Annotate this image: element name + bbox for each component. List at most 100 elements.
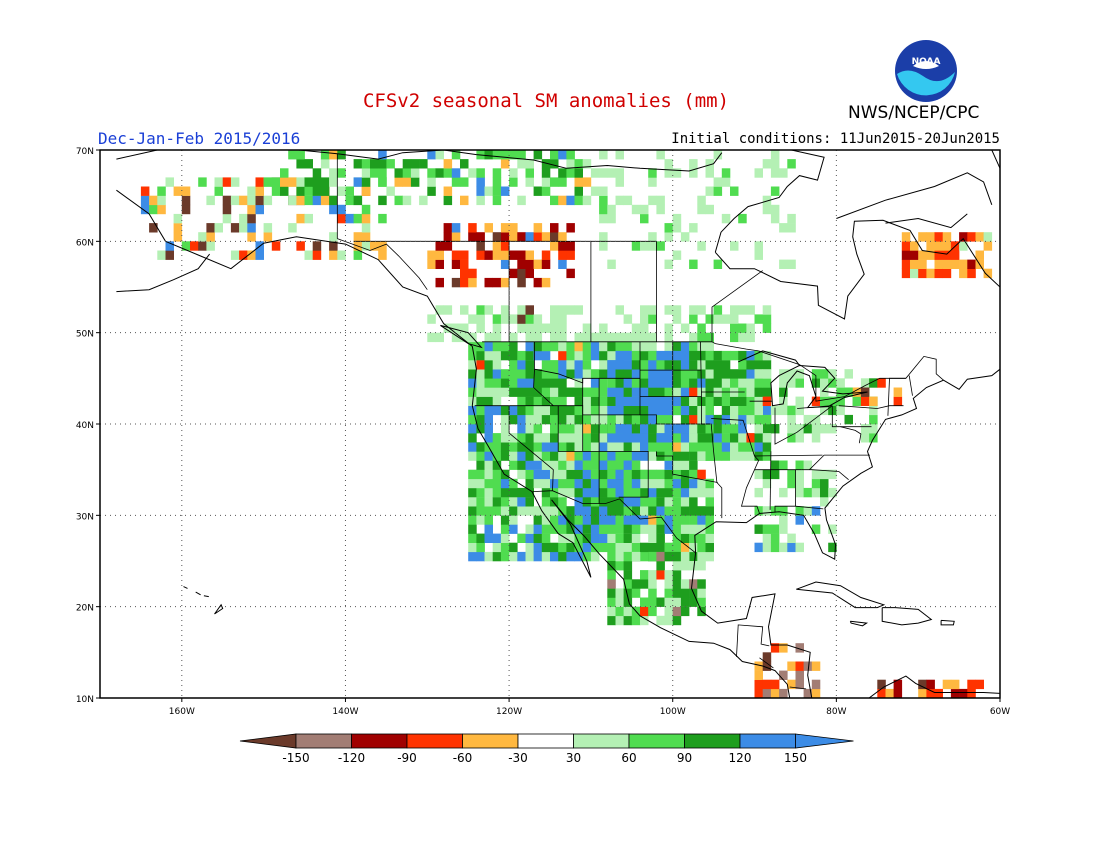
anomaly-cell bbox=[705, 506, 714, 516]
anomaly-cell bbox=[640, 515, 649, 525]
anomaly-cell bbox=[656, 414, 665, 425]
anomaly-cell bbox=[582, 369, 592, 379]
anomaly-cell bbox=[476, 414, 485, 425]
anomaly-cell bbox=[877, 378, 886, 388]
anomaly-cell bbox=[754, 524, 763, 534]
anomaly-cell bbox=[255, 250, 264, 260]
anomaly-cell bbox=[820, 424, 829, 434]
anomaly-cell bbox=[550, 223, 559, 233]
anomaly-cell bbox=[550, 460, 559, 470]
anomaly-cell bbox=[738, 405, 747, 416]
coastline bbox=[116, 253, 210, 293]
anomaly-cell bbox=[214, 223, 223, 233]
anomaly-cell bbox=[500, 487, 510, 498]
anomaly-cell bbox=[648, 597, 657, 607]
coastline bbox=[440, 324, 483, 349]
anomaly-cell bbox=[582, 515, 592, 525]
anomaly-cell bbox=[648, 414, 657, 425]
anomaly-cell bbox=[533, 551, 543, 562]
anomaly-cell bbox=[738, 350, 747, 361]
anomaly-cell bbox=[500, 542, 510, 553]
anomaly-cell bbox=[689, 387, 698, 397]
anomaly-cell bbox=[173, 213, 183, 224]
anomaly-cell bbox=[607, 442, 616, 452]
anomaly-cell bbox=[599, 460, 608, 470]
anomaly-cell bbox=[533, 451, 543, 461]
anomaly-cell bbox=[721, 442, 731, 452]
anomaly-cell bbox=[345, 186, 354, 196]
anomaly-cell bbox=[320, 159, 330, 169]
anomaly-cell bbox=[811, 478, 821, 489]
anomaly-cell bbox=[566, 478, 575, 489]
anomaly-cell bbox=[460, 277, 469, 288]
anomaly-cell bbox=[492, 360, 502, 370]
anomaly-cell bbox=[590, 350, 600, 361]
anomaly-cell bbox=[484, 551, 493, 562]
anomaly-cell bbox=[787, 223, 796, 233]
latitude-tick-label: 20N bbox=[76, 604, 94, 614]
anomaly-cell bbox=[640, 387, 649, 397]
anomaly-cell bbox=[852, 387, 862, 397]
anomaly-cell bbox=[500, 341, 510, 352]
anomaly-cell bbox=[697, 515, 706, 525]
anomaly-cell bbox=[476, 350, 485, 361]
political-border bbox=[711, 270, 763, 342]
anomaly-cell bbox=[697, 204, 706, 215]
anomaly-cell bbox=[615, 606, 624, 617]
anomaly-cell bbox=[582, 177, 592, 187]
anomaly-cell bbox=[623, 451, 633, 461]
anomaly-cell bbox=[550, 314, 559, 324]
anomaly-cell bbox=[263, 177, 273, 187]
anomaly-cell bbox=[697, 524, 706, 534]
anomaly-cell bbox=[648, 332, 657, 343]
anomaly-cell bbox=[893, 688, 903, 698]
anomaly-cell bbox=[697, 542, 706, 553]
anomaly-cell bbox=[615, 378, 624, 388]
anomaly-cell bbox=[370, 168, 379, 178]
anomaly-cell bbox=[541, 405, 551, 416]
anomaly-cell bbox=[599, 378, 608, 388]
anomaly-cell bbox=[664, 487, 673, 498]
anomaly-cell bbox=[533, 314, 543, 324]
anomaly-cell bbox=[500, 369, 510, 379]
anomaly-cell bbox=[615, 506, 624, 516]
anomaly-cell bbox=[476, 478, 485, 489]
anomaly-cell bbox=[517, 369, 526, 379]
anomaly-cell bbox=[811, 506, 821, 516]
anomaly-cell bbox=[680, 341, 690, 352]
anomaly-cell bbox=[607, 332, 616, 343]
anomaly-cell bbox=[435, 259, 444, 269]
anomaly-cell bbox=[631, 405, 641, 416]
anomaly-cell bbox=[574, 159, 583, 169]
anomaly-cell bbox=[476, 405, 485, 416]
anomaly-cell bbox=[541, 515, 551, 525]
anomaly-cell bbox=[811, 524, 821, 534]
anomaly-cell bbox=[476, 460, 485, 470]
anomaly-cell bbox=[680, 551, 690, 562]
anomaly-cell bbox=[558, 168, 567, 178]
anomaly-cell bbox=[615, 424, 624, 434]
anomaly-cell bbox=[697, 241, 706, 251]
anomaly-cell bbox=[926, 268, 935, 279]
anomaly-cell bbox=[672, 378, 682, 388]
anomaly-cell bbox=[811, 424, 821, 434]
anomaly-cell bbox=[484, 350, 493, 361]
anomaly-cell bbox=[558, 241, 567, 251]
anomaly-cell bbox=[648, 579, 657, 589]
anomaly-cell bbox=[140, 186, 150, 196]
anomaly-cell bbox=[476, 186, 485, 196]
anomaly-cell bbox=[296, 186, 305, 196]
anomaly-cell bbox=[500, 232, 510, 242]
anomaly-cell bbox=[484, 332, 493, 343]
anomaly-cell bbox=[631, 378, 641, 388]
anomaly-cell bbox=[525, 433, 534, 443]
political-border bbox=[532, 490, 696, 554]
anomaly-cell bbox=[689, 487, 698, 498]
legend-label: 90 bbox=[677, 751, 692, 765]
anomaly-cell bbox=[803, 661, 813, 671]
anomaly-cell bbox=[492, 150, 502, 160]
anomaly-cell bbox=[648, 487, 657, 498]
anomaly-cell bbox=[713, 360, 723, 370]
anomaly-cell bbox=[697, 533, 706, 543]
anomaly-cell bbox=[607, 405, 616, 416]
